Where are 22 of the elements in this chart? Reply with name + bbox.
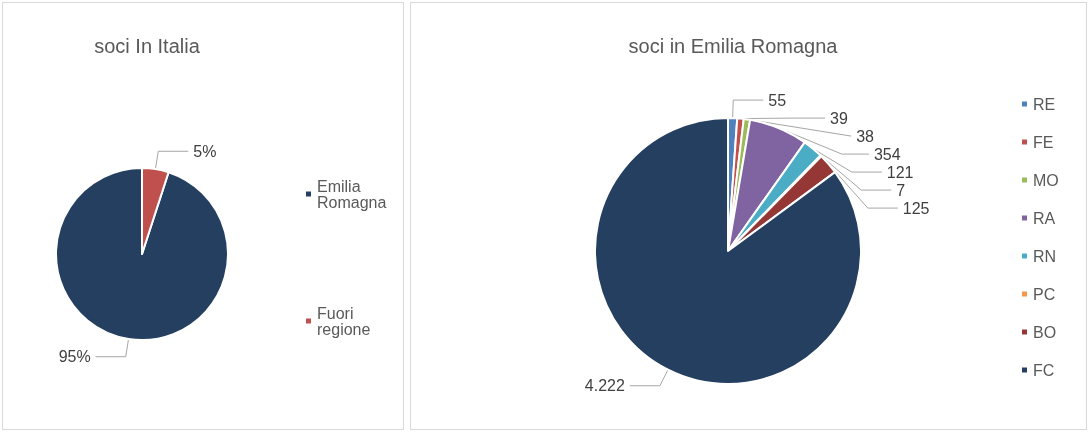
legend-label: FE bbox=[1033, 133, 1054, 151]
data-label: 354 bbox=[873, 145, 901, 163]
data-label: 7 bbox=[896, 181, 906, 199]
data-label: 125 bbox=[902, 199, 930, 217]
data-label: 55 bbox=[768, 91, 787, 109]
data-label: 39 bbox=[830, 109, 848, 127]
legend-label: RN bbox=[1033, 247, 1057, 265]
legend-label: FC bbox=[1033, 361, 1055, 379]
legend-label: BO bbox=[1033, 323, 1057, 341]
data-label: 38 bbox=[856, 127, 875, 145]
legend-label: RA bbox=[1033, 209, 1056, 227]
data-label: 121 bbox=[886, 163, 914, 181]
data-label: 5% bbox=[193, 142, 217, 160]
legend-label: Emilia Romagna bbox=[317, 177, 387, 211]
chart-title: soci In Italia bbox=[94, 35, 201, 57]
chart-title: soci in Emilia Romagna bbox=[628, 35, 839, 57]
legend-label: MO bbox=[1033, 171, 1059, 189]
legend-label: PC bbox=[1033, 285, 1056, 303]
data-label: 95% bbox=[58, 348, 91, 366]
legend-label: RE bbox=[1033, 95, 1056, 113]
legend-label: Fuori regione bbox=[317, 304, 371, 338]
data-label: 4.222 bbox=[584, 377, 625, 395]
